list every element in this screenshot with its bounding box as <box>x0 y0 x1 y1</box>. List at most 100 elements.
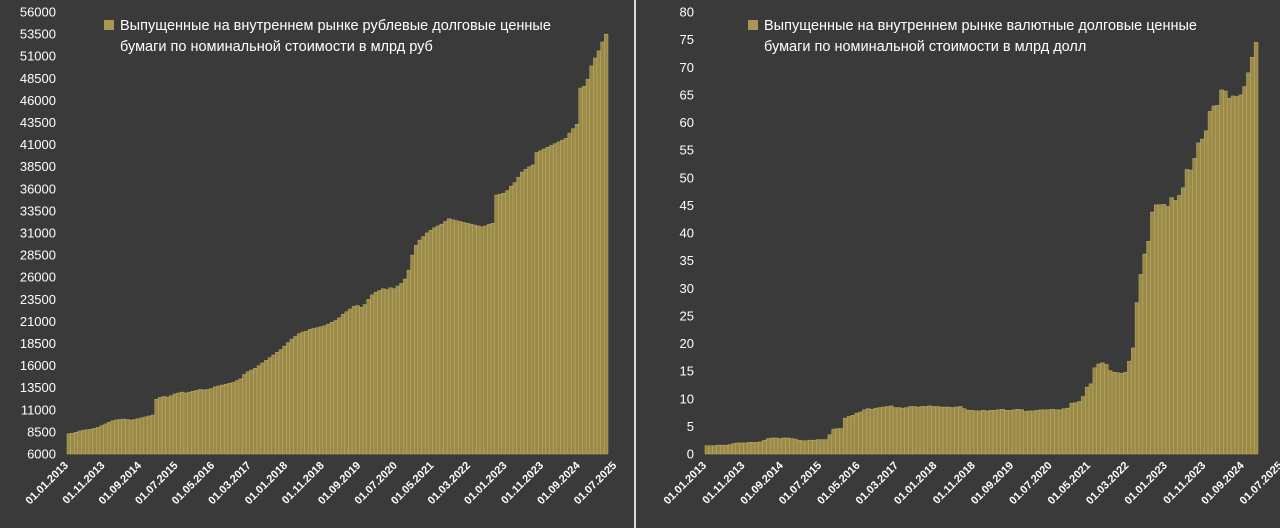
fx-legend-swatch <box>748 20 758 30</box>
ruble-bar <box>362 304 367 455</box>
ruble-bar <box>501 192 506 455</box>
ruble-bar <box>574 124 580 455</box>
ruble-bar <box>512 182 517 455</box>
fx-bar <box>965 410 971 455</box>
fx-bar <box>1000 409 1005 455</box>
fx-bar <box>912 406 917 455</box>
fx-bar <box>992 410 998 455</box>
panel-divider <box>634 0 636 528</box>
ruble-bar <box>395 285 400 455</box>
ruble-bar <box>278 349 283 455</box>
fx-bar <box>873 407 879 455</box>
ruble-bar <box>165 396 170 455</box>
fx-bar <box>1131 347 1136 455</box>
ruble-bar <box>253 368 258 455</box>
ruble-y-tick-label: 41000 <box>20 137 56 152</box>
fx-bar <box>770 437 775 455</box>
fx-bar <box>1065 407 1071 455</box>
ruble-bar <box>238 378 243 455</box>
ruble-bar <box>110 420 115 455</box>
fx-bar <box>789 438 794 455</box>
ruble-bar <box>348 308 353 455</box>
fx-bar <box>743 442 748 455</box>
fx-bar <box>954 406 959 455</box>
fx-bar <box>754 442 760 455</box>
ruble-legend-swatch <box>104 20 114 30</box>
fx-bar <box>1157 204 1163 455</box>
fx-bar <box>858 411 863 455</box>
fx-bar <box>1142 253 1147 455</box>
ruble-bar <box>150 414 155 455</box>
ruble-legend-text: бумаги по номинальной стоимости в млрд р… <box>120 39 433 55</box>
ruble-bar <box>534 152 539 455</box>
ruble-bar <box>424 232 430 455</box>
ruble-bar <box>585 78 590 455</box>
fx-bar <box>958 406 963 455</box>
ruble-bar <box>256 365 261 455</box>
ruble-bar <box>443 221 448 455</box>
fx-bar <box>1180 187 1186 455</box>
fx-bar <box>985 410 990 455</box>
ruble-bar <box>143 416 148 455</box>
fx-y-tick-label: 50 <box>680 170 694 185</box>
fx-bar <box>1219 89 1224 455</box>
fx-bar <box>739 442 744 455</box>
ruble-bar <box>527 166 532 455</box>
ruble-bar <box>198 389 203 455</box>
fx-bar <box>846 416 852 455</box>
fx-bar <box>746 442 752 455</box>
fx-bar <box>1092 367 1097 455</box>
fx-bar <box>1077 401 1082 455</box>
fx-bar <box>1177 195 1182 455</box>
ruble-bar <box>103 423 108 455</box>
fx-bar <box>896 407 902 455</box>
fx-bar <box>850 415 856 455</box>
fx-y-tick-label: 20 <box>680 336 694 351</box>
fx-bar <box>1046 409 1051 455</box>
ruble-bar <box>355 305 360 455</box>
fx-y-tick-label: 0 <box>687 447 694 462</box>
ruble-bar <box>318 326 324 455</box>
fx-y-tick-label: 10 <box>680 391 694 406</box>
ruble-bar <box>432 227 437 455</box>
fx-bar <box>1150 211 1155 455</box>
fx-bar <box>1069 402 1074 455</box>
ruble-bar <box>322 325 327 455</box>
ruble-bar <box>490 223 495 455</box>
fx-y-tick-label: 30 <box>680 281 694 296</box>
fx-bar <box>831 428 836 455</box>
ruble-bar <box>286 342 291 455</box>
fx-bar <box>1134 302 1140 455</box>
fx-y-tick-label: 45 <box>680 198 694 213</box>
ruble-bar <box>128 419 134 455</box>
ruble-bar <box>421 236 426 455</box>
ruble-bar <box>293 336 298 455</box>
fx-bar <box>939 406 944 455</box>
ruble-bar <box>289 338 294 455</box>
fx-bar <box>866 408 871 455</box>
ruble-bar <box>136 418 141 455</box>
fx-bar <box>804 440 809 455</box>
ruble-bar <box>231 382 236 455</box>
fx-bar <box>785 437 790 455</box>
ruble-bar <box>454 220 459 455</box>
fx-bar <box>977 410 982 455</box>
fx-bar <box>720 444 725 455</box>
ruble-bar <box>70 432 75 455</box>
ruble-bar <box>545 147 550 455</box>
fx-bar <box>1146 241 1151 455</box>
ruble-bar <box>340 314 346 455</box>
fx-y-tick-label: 55 <box>680 143 694 158</box>
fx-legend: Выпущенные на внутреннем рынке валютные … <box>748 18 1197 55</box>
ruble-bar <box>403 278 408 455</box>
ruble-bar <box>538 150 543 455</box>
ruble-bar <box>234 380 240 455</box>
fx-bar <box>1211 105 1217 455</box>
fx-bar <box>796 439 802 455</box>
ruble-bar <box>494 194 499 455</box>
fx-legend-text: бумаги по номинальной стоимости в млрд д… <box>764 39 1086 55</box>
fx-bar <box>819 439 825 455</box>
fx-bar <box>881 406 886 455</box>
fx-bar <box>1115 372 1121 455</box>
ruble-bar <box>245 371 251 455</box>
